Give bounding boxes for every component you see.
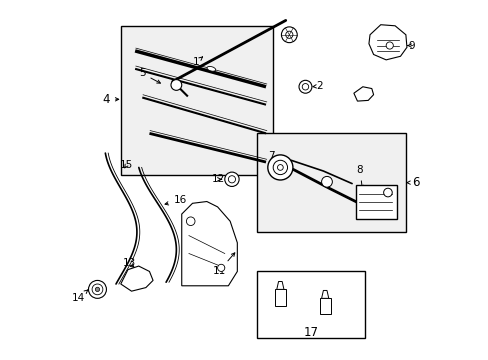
Circle shape bbox=[386, 42, 392, 49]
Circle shape bbox=[92, 284, 102, 295]
Text: 10: 10 bbox=[360, 89, 373, 99]
Circle shape bbox=[281, 27, 297, 42]
Text: 3: 3 bbox=[283, 33, 289, 43]
Text: 15: 15 bbox=[120, 159, 133, 170]
Bar bbox=[121, 26, 273, 175]
Circle shape bbox=[171, 80, 182, 90]
Circle shape bbox=[228, 176, 235, 183]
Ellipse shape bbox=[206, 67, 215, 71]
Polygon shape bbox=[276, 282, 284, 289]
Bar bbox=[274, 289, 285, 306]
Text: 5: 5 bbox=[139, 68, 160, 83]
Text: 14: 14 bbox=[72, 290, 88, 303]
Text: 12: 12 bbox=[212, 174, 225, 184]
Polygon shape bbox=[182, 202, 237, 286]
Circle shape bbox=[224, 172, 239, 186]
Polygon shape bbox=[121, 266, 153, 291]
Text: 2: 2 bbox=[312, 81, 323, 91]
Text: 6: 6 bbox=[406, 176, 419, 189]
Text: 13: 13 bbox=[122, 258, 135, 268]
Circle shape bbox=[383, 188, 391, 197]
Circle shape bbox=[88, 280, 106, 298]
Text: 1: 1 bbox=[192, 57, 202, 67]
Text: 17: 17 bbox=[303, 326, 318, 339]
Circle shape bbox=[298, 80, 311, 93]
Circle shape bbox=[186, 217, 195, 226]
Circle shape bbox=[321, 176, 332, 187]
Circle shape bbox=[273, 160, 287, 175]
Circle shape bbox=[277, 165, 283, 170]
Text: 7: 7 bbox=[267, 151, 285, 164]
Text: 4: 4 bbox=[102, 93, 119, 106]
Bar bbox=[257, 134, 405, 232]
Polygon shape bbox=[353, 87, 373, 101]
Text: 8: 8 bbox=[356, 165, 363, 189]
Bar bbox=[355, 185, 396, 220]
Text: 16: 16 bbox=[165, 195, 186, 206]
Polygon shape bbox=[368, 25, 406, 60]
Bar bbox=[319, 298, 330, 315]
Circle shape bbox=[302, 84, 308, 90]
Circle shape bbox=[217, 264, 224, 271]
Text: 11: 11 bbox=[212, 253, 234, 276]
Polygon shape bbox=[321, 291, 328, 298]
Text: 9: 9 bbox=[407, 41, 414, 50]
Circle shape bbox=[267, 155, 292, 180]
Circle shape bbox=[95, 287, 100, 292]
Bar bbox=[257, 271, 364, 338]
Circle shape bbox=[285, 31, 292, 39]
